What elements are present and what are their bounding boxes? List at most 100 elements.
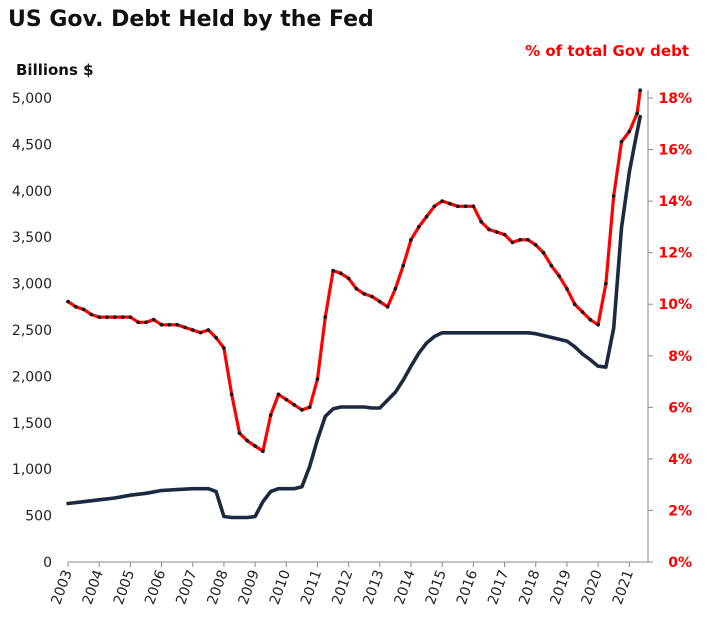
pct-data-point [510,240,515,245]
pct-data-point [565,286,569,291]
x-tick-label: 2012 [329,568,356,607]
pct-data-point [541,250,546,255]
axes [67,90,653,567]
pct-data-point [401,263,406,268]
pct-data-point [229,392,234,397]
pct-data-point [136,320,141,325]
pct-data-point [331,268,335,273]
pct-data-point [144,320,148,325]
x-tick-label: 2008 [204,568,231,607]
right-tick-label: 0% [668,555,692,571]
x-tick-label: 2018 [516,568,543,607]
pct-data-point [518,237,523,242]
pct-data-point [190,328,195,332]
x-tick-label: 2014 [392,568,419,607]
pct-data-point [81,307,86,312]
pct-data-point [627,129,632,134]
pct-data-point [393,286,398,291]
pct-data-point [580,310,585,314]
pct-data-point [128,315,133,319]
x-tick-label: 2020 [579,568,606,607]
pct-data-point [354,286,359,291]
pct-data-point [151,317,156,322]
x-tick-label: 2007 [173,568,200,607]
pct-data-point [284,397,289,402]
pct-data-point [214,335,219,340]
left-tick-label: 1,000 [12,462,52,478]
pct-data-point [471,204,476,209]
pct-data-point [338,271,343,276]
pct-data-point [300,408,304,412]
x-tick-label: 2017 [485,568,512,607]
x-tick-label: 2015 [423,568,450,607]
left-tick-label: 2,500 [12,323,52,339]
left-tick-label: 3,000 [12,277,52,293]
pct-data-point [268,413,273,417]
left-tick-label: 4,000 [12,184,52,200]
right-tick-label: 4% [668,452,692,468]
pct-data-point [416,225,421,229]
pct-data-point [89,312,94,317]
pct-data-point [619,139,624,144]
pct-data-point [237,431,242,435]
pct-data-point [66,299,70,304]
chart-title: US Gov. Debt Held by the Fed [8,7,374,32]
x-tick-label: 2005 [111,568,138,607]
pct-data-point [198,330,203,335]
pct-data-point [448,201,452,206]
pct-data-point [533,243,538,247]
pct-data-point [97,315,102,319]
left-axis-label: Billions $ [16,61,94,79]
pct-data-point [432,204,437,209]
pct-data-point [370,294,374,299]
pct-series-line [66,88,642,453]
pct-data-point [604,281,608,286]
pct-data-point [526,237,530,242]
pct-data-point [479,219,484,224]
pct-data-point [261,449,265,454]
pct-data-point [596,322,600,327]
pct-data-point [487,227,491,232]
x-tick-label: 2006 [142,568,169,607]
pct-data-point [167,322,172,327]
pct-data-point [440,199,445,204]
pct-data-point [73,304,78,309]
pct-data-point [315,377,320,381]
pct-data-point [463,204,468,209]
left-tick-label: 3,500 [12,230,52,246]
x-tick-label: 2004 [80,568,107,607]
pct-data-point [346,276,351,281]
left-tick-label: 1,500 [12,416,52,432]
x-tick-label: 2019 [547,568,574,607]
pct-data-point [611,194,616,198]
pct-data-point [377,299,382,304]
pct-data-point [409,237,413,242]
right-tick-label: 18% [658,91,692,107]
pct-data-point [307,405,312,410]
pct-data-point [455,204,460,209]
pct-data-point [362,292,367,296]
series [66,88,643,520]
pct-data-point [424,214,429,219]
pct-data-point [588,317,593,322]
pct-data-point [494,230,499,234]
pct-data-point [175,322,180,327]
right-tick-label: 6% [668,400,692,416]
pct-data-point [159,322,164,327]
pct-data-point [572,302,577,307]
pct-data-point [292,402,296,407]
pct-data-point [245,438,250,443]
pct-data-point [323,315,328,319]
pct-data-point [635,111,639,116]
left-tick-label: 2,000 [12,369,52,385]
left-tick-label: 0 [43,555,52,571]
billions-series-line [66,114,643,520]
right-tick-label: 2% [668,503,692,519]
pct-data-point [222,346,226,350]
pct-data-point [120,315,125,319]
x-tick-label: 2009 [236,568,263,607]
pct-data-point [276,392,281,397]
x-tick-label: 2021 [610,568,637,607]
pct-data-point [112,315,117,319]
